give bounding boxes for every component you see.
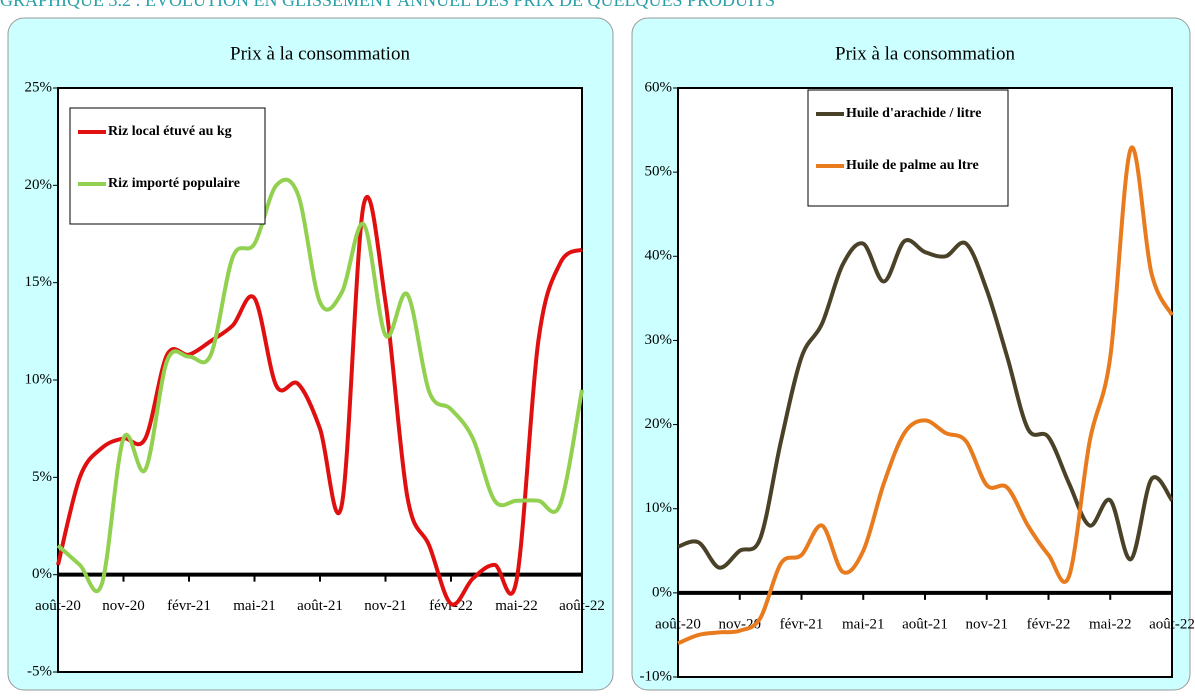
x-tick-label: août-20	[35, 598, 81, 614]
y-tick-label: -10%	[640, 668, 673, 684]
series-line	[56, 194, 584, 607]
x-tick-label: mai-21	[842, 616, 885, 632]
y-tick-label: 25%	[25, 79, 53, 95]
y-tick-label: 60%	[645, 79, 673, 95]
series-line	[56, 177, 584, 594]
y-tick-label: 40%	[645, 248, 673, 264]
y-tick-label: 10%	[645, 500, 673, 516]
x-tick-label: août-22	[559, 598, 605, 614]
x-tick-label: août-20	[655, 616, 701, 632]
y-tick-label: 20%	[645, 416, 673, 432]
y-tick-label: 10%	[25, 371, 53, 387]
y-tick-label: 0%	[32, 566, 52, 582]
x-tick-label: août-21	[297, 598, 343, 614]
x-tick-label: févr-22	[1027, 616, 1071, 632]
legend-label: Riz importé populaire	[108, 176, 240, 191]
x-tick-label: mai-21	[233, 598, 276, 614]
x-tick-label: févr-21	[167, 598, 211, 614]
y-tick-label: 15%	[25, 274, 53, 290]
x-tick-label: mai-22	[495, 598, 538, 614]
x-tick-label: févr-21	[780, 616, 824, 632]
legend-box	[807, 89, 1009, 207]
y-tick-label: 30%	[645, 332, 673, 348]
x-tick-label: nov-21	[364, 598, 407, 614]
x-tick-label: août-21	[902, 616, 948, 632]
series-line	[677, 238, 1174, 570]
y-tick-label: 20%	[25, 177, 53, 193]
y-tick-label: 0%	[652, 584, 672, 600]
x-tick-label: mai-22	[1089, 616, 1132, 632]
legend-box	[69, 107, 266, 225]
x-tick-label: nov-21	[966, 616, 1009, 632]
y-tick-label: -5%	[27, 663, 52, 679]
series-line	[677, 145, 1174, 646]
legend-label: Huile d'arachide / litre	[846, 106, 981, 121]
x-tick-label: août-22	[1149, 616, 1195, 632]
y-tick-label: 5%	[32, 469, 52, 485]
legend-label: Riz local étuvé au kg	[108, 124, 232, 139]
x-tick-label: nov-20	[102, 598, 145, 614]
y-tick-label: 50%	[645, 164, 673, 180]
chart-title: Prix à la consommation	[230, 43, 410, 64]
header: GRAPHIQUE 3.2 : EVOLUTION EN GLISSEMENT …	[0, 0, 775, 10]
legend-label: Huile de palme au ltre	[846, 158, 979, 173]
chart-title: Prix à la consommation	[835, 43, 1015, 64]
